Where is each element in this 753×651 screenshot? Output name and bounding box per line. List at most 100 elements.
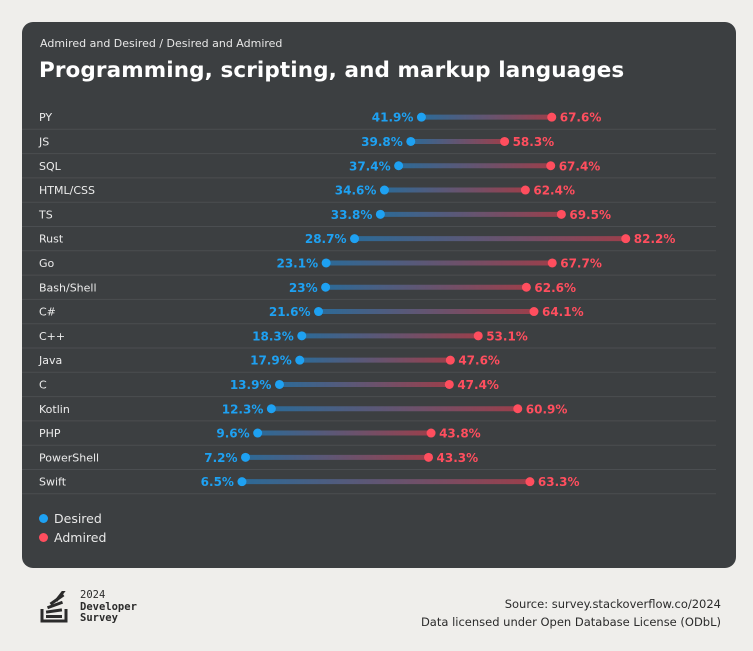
desired-point [321,282,331,292]
admired-dot-icon [39,533,48,542]
category-label: JS [38,135,49,148]
desired-value-label: 6.5% [201,475,234,489]
desired-point [321,258,331,268]
desired-value-label: 33.8% [331,208,373,222]
admired-value-label: 62.4% [533,184,575,198]
desired-value-label: 28.7% [305,232,347,246]
category-label: C [39,378,47,391]
desired-point [274,379,284,389]
legend-item-admired[interactable]: Admired [39,528,106,547]
desired-point [379,185,389,195]
logo-year: 2024 [80,589,106,601]
admired-value-label: 82.2% [634,232,676,246]
desired-value-label: 17.9% [250,354,292,368]
category-label: Rust [39,233,64,246]
admired-point [513,404,523,414]
admired-value-label: 67.4% [559,159,601,173]
admired-point [520,185,530,195]
admired-value-label: 67.6% [560,111,602,125]
admired-point [521,282,531,292]
license-text: Data licensed under Open Database Licens… [420,615,721,629]
category-label: Go [39,257,55,270]
footer-source: Source: survey.stackoverflow.co/2024 Dat… [421,595,721,631]
admired-point [525,477,535,487]
category-label: SQL [39,160,62,173]
desired-value-label: 7.2% [204,451,237,465]
admired-point [444,379,454,389]
chart-title: Programming, scripting, and markup langu… [39,58,625,83]
source-link[interactable]: Source: survey.stackoverflow.co/2024 [504,597,721,611]
desired-value-label: 23% [289,281,318,295]
desired-point [416,112,426,122]
chart-subtitle: Admired and Desired / Desired and Admire… [40,37,283,50]
desired-point [314,307,324,317]
category-label: C++ [39,330,65,343]
desired-point [266,404,276,414]
desired-dot-icon [39,514,48,523]
desired-value-label: 37.4% [349,159,391,173]
logo-line2: Survey [80,612,118,624]
desired-point [237,477,247,487]
desired-point [375,209,385,219]
admired-value-label: 63.3% [538,475,580,489]
desired-value-label: 18.3% [252,329,294,343]
desired-value-label: 21.6% [269,305,311,319]
category-label: HTML/CSS [39,184,95,197]
legend: Desired Admired [39,509,106,547]
admired-value-label: 67.7% [560,256,602,270]
category-label: PY [39,111,52,124]
admired-value-label: 60.9% [526,402,568,416]
desired-point [350,234,360,244]
desired-value-label: 23.1% [276,256,318,270]
admired-value-label: 43.8% [439,427,481,441]
chart-card: Admired and Desired / Desired and Admire… [22,22,736,568]
admired-point [445,355,455,365]
admired-value-label: 43.3% [437,451,479,465]
admired-value-label: 47.6% [458,354,500,368]
category-label: Swift [39,476,67,489]
admired-point [556,209,566,219]
desired-value-label: 41.9% [372,111,414,125]
desired-point [241,452,251,462]
admired-point [529,307,539,317]
admired-point [426,428,436,438]
legend-item-desired[interactable]: Desired [39,509,106,528]
desired-value-label: 12.3% [222,402,264,416]
admired-value-label: 53.1% [486,329,528,343]
admired-point [546,161,556,171]
admired-point [547,112,557,122]
admired-point [424,452,434,462]
admired-point [547,258,557,268]
category-label: PHP [39,427,61,440]
desired-point [406,136,416,146]
admired-value-label: 69.5% [569,208,611,222]
admired-point [473,331,483,341]
admired-value-label: 47.4% [457,378,499,392]
stack-logo-icon [40,591,68,623]
logo-line1: Developer [80,600,137,613]
category-label: Java [38,354,62,367]
desired-point [394,161,404,171]
survey-logo: 2024 Developer Survey [40,589,137,625]
category-label: C# [39,306,56,319]
desired-point [297,331,307,341]
desired-point [253,428,263,438]
desired-value-label: 34.6% [335,184,377,198]
admired-value-label: 58.3% [513,135,555,149]
legend-label-desired: Desired [54,511,102,526]
legend-label-admired: Admired [54,530,107,545]
desired-point [295,355,305,365]
category-label: Bash/Shell [39,281,97,294]
admired-value-label: 62.6% [534,281,576,295]
desired-value-label: 9.6% [216,427,249,441]
admired-point [621,234,631,244]
category-label: PowerShell [39,451,99,464]
category-label: TS [38,208,53,221]
admired-point [500,136,510,146]
admired-value-label: 64.1% [542,305,584,319]
category-label: Kotlin [39,403,70,416]
desired-value-label: 13.9% [230,378,272,392]
desired-value-label: 39.8% [361,135,403,149]
logo-text: 2024 Developer Survey [80,589,137,625]
